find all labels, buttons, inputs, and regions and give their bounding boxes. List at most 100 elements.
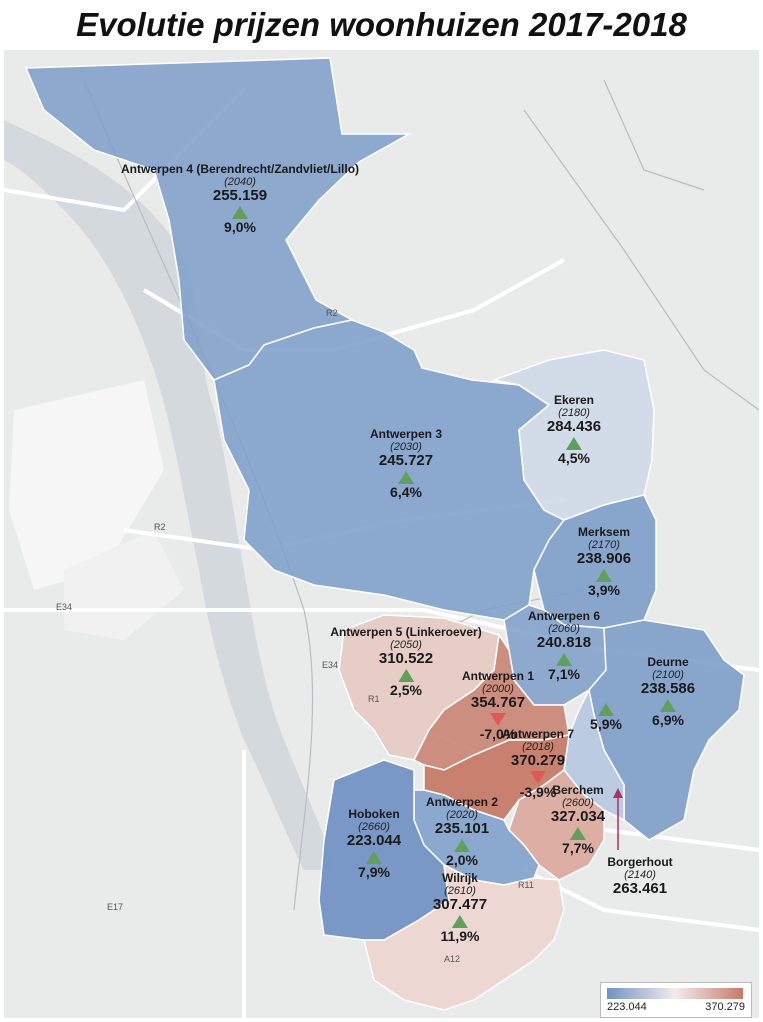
district-code: (2100) [652, 669, 684, 682]
borgerhout-pointer-arrow [613, 788, 623, 798]
map-title: Evolutie prijzen woonhuizen 2017-2018 [76, 6, 687, 43]
district-label-antwerpen-2: Antwerpen 2 (2020) 235.101 2,0% [425, 795, 499, 868]
legend-max-value: 370.279 [705, 1001, 745, 1013]
trend-up-icon [569, 826, 586, 840]
trend-up-icon [453, 838, 470, 852]
color-scale-bar [607, 988, 743, 999]
district-change: 4,5% [558, 449, 590, 466]
district-name: Deurne [647, 655, 689, 669]
district-label-berchem: Berchem (2600) 327.034 7,7% [550, 783, 606, 856]
road-labels: R2 R2 E34 E34 E17 R1 R11 A12 [56, 308, 534, 964]
river-scheldt [4, 120, 334, 870]
district-name: Antwerpen 7 [501, 727, 575, 741]
district-label-antwerpen-4: Antwerpen 4 (Berendrecht/Zandvliet/Lillo… [121, 162, 359, 235]
district-change: 2,0% [446, 851, 478, 868]
road-label: A12 [444, 954, 460, 964]
district-name: Ekeren [553, 393, 595, 407]
district-code: (2060) [548, 623, 580, 636]
district-map: R2 R2 E34 E34 E17 R1 R11 A12 Antwerpen 4… [4, 50, 759, 1018]
road-label: R1 [368, 694, 380, 704]
district-price: 284.436 [546, 418, 602, 436]
color-scale-legend: 223.044 370.279 [600, 982, 752, 1018]
district-change: 9,0% [224, 218, 256, 235]
district-label-merksem: Merksem (2170) 238.906 3,9% [576, 525, 632, 598]
district-label-antwerpen-3: Antwerpen 3 (2030) 245.727 6,4% [369, 427, 443, 500]
district-code: (2610) [444, 885, 476, 898]
district-price: 245.727 [378, 452, 434, 470]
district-label-antwerpen-6: Antwerpen 6 (2060) 240.818 7,1% [527, 609, 601, 682]
district-name: Wilrijk [442, 871, 478, 885]
district-code: (2000) [482, 683, 514, 696]
road-label: E17 [107, 902, 123, 912]
district-code: (2018) [522, 741, 554, 754]
district-change: -7,0% [479, 725, 517, 742]
district-change: 2,5% [390, 681, 422, 698]
map-canvas: R2 R2 E34 E34 E17 R1 R11 A12 [4, 50, 759, 1018]
district-price: 255.159 [212, 187, 268, 205]
district-change: 7,9% [358, 863, 390, 880]
road-label: E34 [322, 660, 338, 670]
district-label-borgerhout: Borgerhout (2140) 263.461 [607, 855, 673, 898]
district-name: Antwerpen 2 [425, 795, 499, 809]
district-code: (2600) [562, 797, 594, 810]
district-name: Antwerpen 6 [527, 609, 601, 623]
district-code: (2170) [588, 539, 620, 552]
district-label-antwerpen-1: Antwerpen 1 (2000) 354.767 -7,0% [462, 669, 534, 742]
road-label: R2 [326, 308, 338, 318]
district-price: 235.101 [434, 820, 490, 838]
trend-up-icon [595, 568, 612, 582]
trend-up-icon [659, 698, 676, 712]
road-label: R2 [154, 522, 166, 532]
trend-down-icon [489, 712, 506, 726]
trend-up-icon [451, 914, 468, 928]
district-label-wilrijk: Wilrijk (2610) 307.477 11,9% [433, 871, 487, 944]
district-code: (2140) [624, 869, 656, 882]
district-code: (2050) [390, 639, 422, 652]
district-change: 6,4% [390, 483, 422, 500]
dock-area-2 [64, 530, 184, 640]
district-price: 240.818 [536, 634, 592, 652]
district-code: (2180) [558, 407, 590, 420]
trend-up-icon [232, 205, 248, 219]
district-name: Antwerpen 5 (Linkeroever) [330, 625, 482, 639]
district-change-borgerhout: 5,9% [590, 702, 622, 732]
district-code: (2020) [446, 809, 478, 822]
district-name: Antwerpen 3 [369, 427, 443, 441]
district-area-wilrijk[interactable] [363, 863, 565, 1011]
district-label-hoboken: Hoboken (2660) 223.044 7,9% [346, 807, 402, 880]
trend-up-icon [398, 668, 414, 682]
district-name: Hoboken [348, 807, 400, 821]
district-label-antwerpen-7: Antwerpen 7 (2018) 370.279 -3,9% [501, 727, 575, 800]
district-change: 5,9% [590, 716, 622, 732]
road-label: R11 [518, 880, 534, 890]
district-price: 327.034 [550, 808, 606, 826]
district-name: Merksem [577, 525, 631, 539]
trend-up-icon [597, 703, 614, 716]
district-price: 223.044 [346, 832, 402, 850]
district-change: 11,9% [440, 927, 480, 944]
legend-min-value: 223.044 [607, 1001, 647, 1013]
trend-up-icon [555, 652, 572, 666]
district-price: 354.767 [470, 694, 526, 712]
district-label-ekeren: Ekeren (2180) 284.436 4,5% [546, 393, 602, 466]
district-name: Borgerhout [607, 855, 673, 869]
district-change: 3,9% [588, 581, 620, 598]
district-change: 6,9% [652, 711, 684, 728]
district-change: 7,1% [548, 665, 580, 682]
trend-up-icon [565, 436, 582, 450]
trend-down-icon [529, 770, 546, 784]
district-label-deurne: Deurne (2100) 238.586 6,9% [640, 655, 696, 728]
trend-up-icon [397, 470, 414, 484]
district-code: (2040) [224, 176, 256, 189]
district-price: 238.906 [576, 550, 632, 568]
district-change: 7,7% [562, 839, 594, 856]
district-price: 263.461 [612, 880, 668, 898]
dock-area [9, 380, 164, 590]
district-name: Berchem [552, 783, 604, 797]
district-code: (2660) [358, 821, 390, 834]
district-change: -3,9% [519, 783, 557, 800]
district-price: 238.586 [640, 680, 696, 698]
trend-up-icon [365, 850, 382, 864]
road-label: E34 [56, 602, 72, 612]
district-code: (2030) [390, 441, 422, 454]
